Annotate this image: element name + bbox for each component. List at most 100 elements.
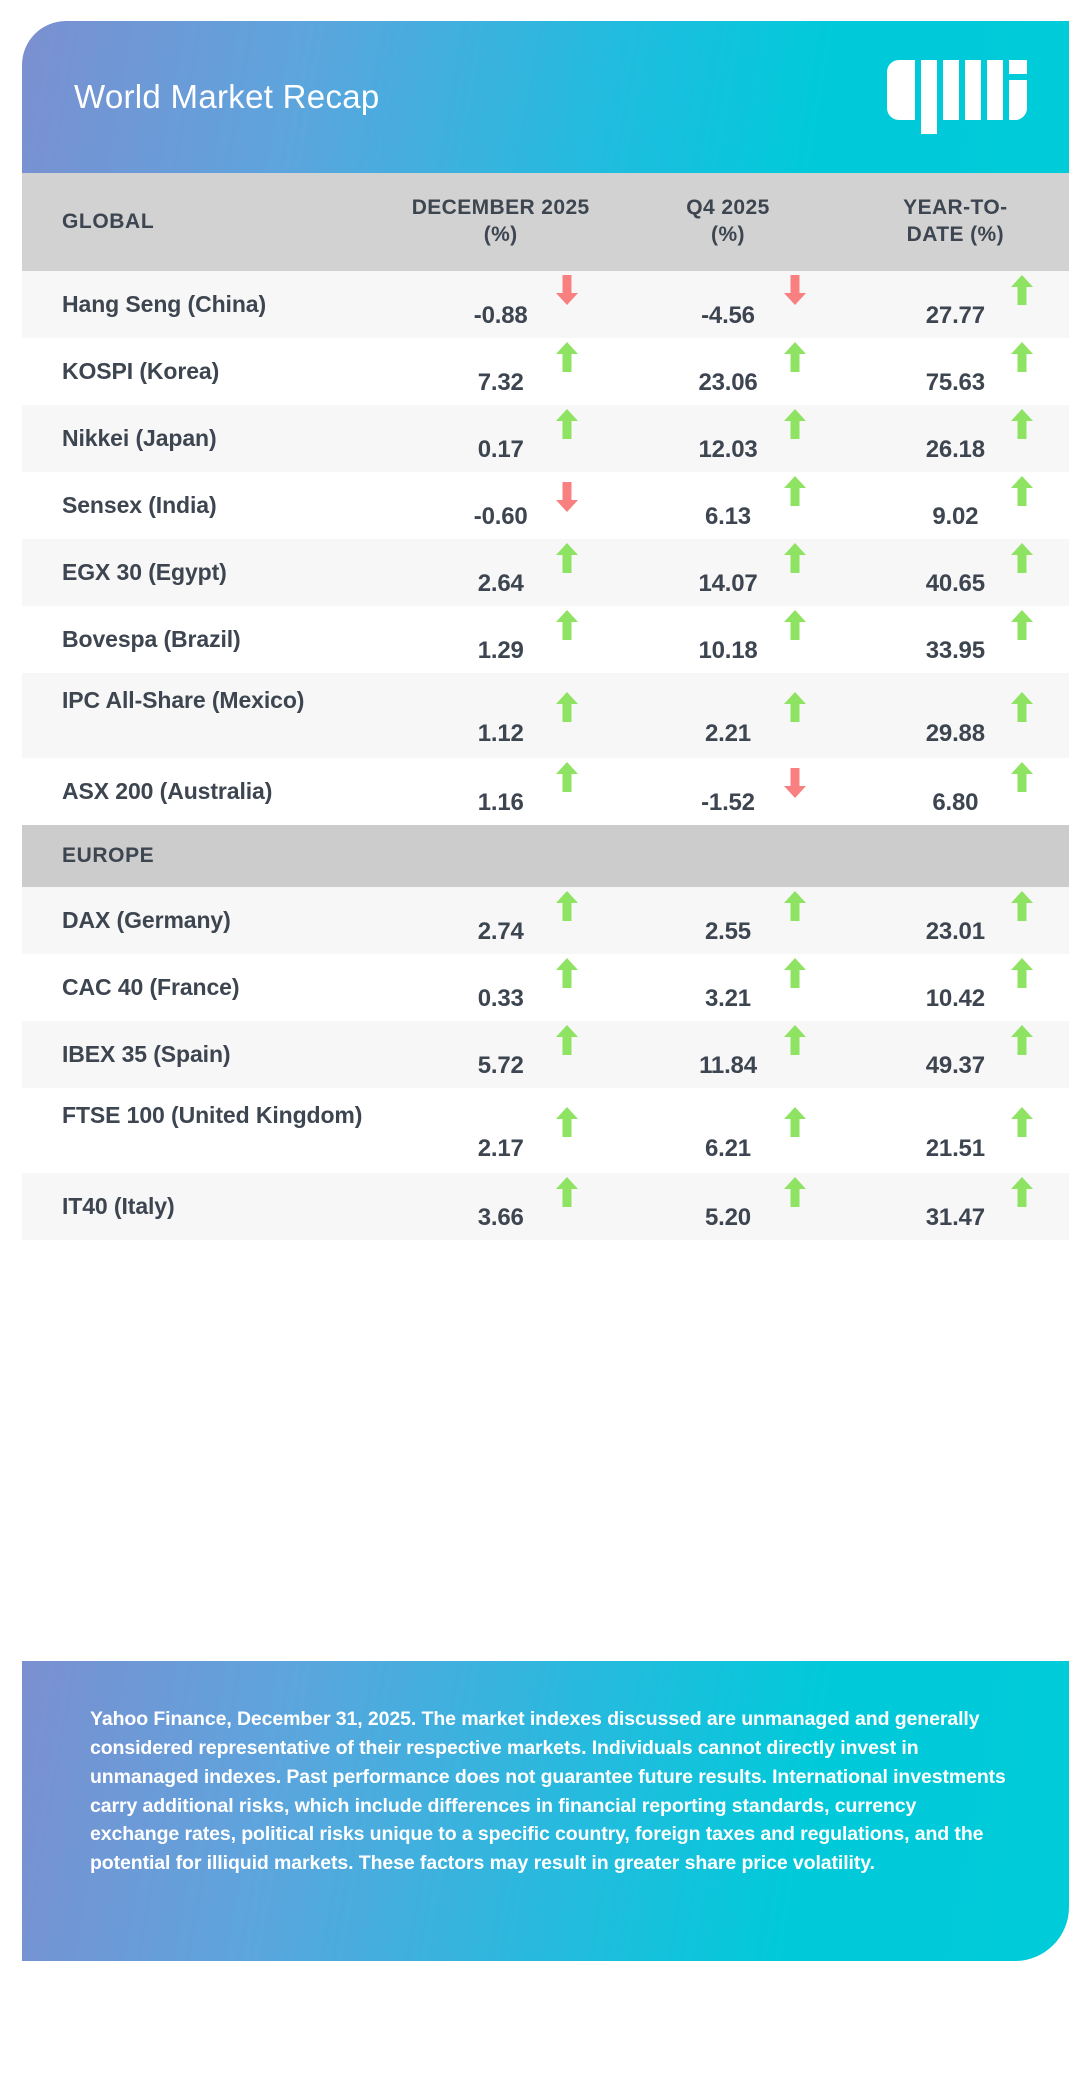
cell-q4: 14.07: [614, 539, 841, 606]
cell-q4-value: 6.13: [705, 502, 751, 530]
cell-december-value: -0.60: [473, 502, 528, 530]
cell-ytd-value: 23.01: [925, 917, 985, 945]
column-header-q4-label: Q4 2025: [686, 196, 770, 220]
cell-ytd-value: 40.65: [925, 569, 985, 597]
column-header-ytd-unit: DATE (%): [906, 223, 1004, 246]
cell-ytd: 40.65: [842, 539, 1069, 606]
cell-ytd-value: 27.77: [925, 301, 985, 329]
index-name: IBEX 35 (Spain): [62, 1040, 231, 1067]
cell-december-value: 3.66: [477, 1203, 524, 1231]
cell-december-value: 1.12: [477, 719, 524, 747]
cell-ytd: 29.88: [842, 673, 1069, 758]
cell-ytd-value: 75.63: [925, 368, 985, 396]
cell-q4-value: 6.21: [705, 1134, 751, 1162]
cell-ytd: 21.51: [842, 1088, 1069, 1173]
cell-december: -0.88: [387, 271, 614, 338]
cell-ytd-value: 6.80: [932, 788, 979, 816]
cell-december-value: 2.64: [477, 569, 524, 597]
arrow-up-icon: [556, 1176, 579, 1207]
cell-december-value: 2.17: [477, 1134, 524, 1162]
arrow-up-icon: [556, 341, 579, 372]
arrow-up-icon: [783, 957, 806, 988]
cell-q4: 10.18: [614, 606, 841, 673]
table-row: Hang Seng (China) -0.88 -4.56 27.77: [22, 271, 1069, 338]
cell-december-value: -0.88: [473, 301, 528, 329]
qmi-logo-icon: [885, 58, 1029, 136]
index-name: IPC All-Share (Mexico): [62, 687, 305, 713]
cell-december: 7.32: [387, 338, 614, 405]
column-header-ytd: YEAR-TO- DATE (%): [842, 173, 1069, 271]
cell-december: 3.66: [387, 1173, 614, 1240]
cell-december: 5.72: [387, 1021, 614, 1088]
arrow-up-icon: [1010, 408, 1033, 439]
page-title: World Market Recap: [74, 77, 380, 115]
arrow-up-icon: [556, 408, 579, 439]
section-row-europe: EUROPE: [22, 825, 1069, 887]
cell-december: 2.64: [387, 539, 614, 606]
arrow-up-icon: [1010, 274, 1033, 305]
cell-december-value: 5.72: [477, 1051, 524, 1079]
table-row: ASX 200 (Australia) 1.16 -1.52 6.80: [22, 758, 1069, 825]
section-row-spacer: [842, 825, 1069, 887]
arrow-up-icon: [783, 542, 806, 573]
arrow-up-icon: [783, 475, 806, 506]
arrow-up-icon: [556, 761, 579, 792]
arrow-down-icon: [556, 274, 579, 305]
arrow-up-icon: [556, 957, 579, 988]
arrow-up-icon: [1010, 890, 1033, 921]
column-header-q4: Q4 2025 (%): [614, 173, 841, 271]
arrow-up-icon: [1010, 1106, 1033, 1137]
cell-q4: 12.03: [614, 405, 841, 472]
cell-q4-value: -1.52: [701, 788, 755, 816]
cell-december: 2.17: [387, 1088, 614, 1173]
section-label: EUROPE: [62, 844, 155, 867]
index-name: Nikkei (Japan): [62, 424, 217, 451]
index-name: KOSPI (Korea): [62, 357, 220, 384]
index-name: Bovespa (Brazil): [62, 625, 241, 652]
cell-ytd: 75.63: [842, 338, 1069, 405]
index-name: CAC 40 (France): [62, 973, 240, 1000]
arrow-up-icon: [783, 890, 806, 921]
cell-december: 0.33: [387, 954, 614, 1021]
disclaimer-text: Yahoo Finance, December 31, 2025. The ma…: [90, 1708, 1006, 1875]
table-header-row: GLOBAL DECEMBER 2025 (%) Q4 2025 (%) YEA…: [22, 173, 1069, 271]
table-row: Nikkei (Japan) 0.17 12.03 26.18: [22, 405, 1069, 472]
cell-ytd: 33.95: [842, 606, 1069, 673]
table-row: DAX (Germany) 2.74 2.55 23.01: [22, 887, 1069, 954]
cell-december: 2.74: [387, 887, 614, 954]
arrow-up-icon: [1010, 691, 1033, 722]
cell-q4-value: 12.03: [698, 435, 758, 463]
section-row-spacer: [614, 825, 841, 887]
cell-q4: 6.21: [614, 1088, 841, 1173]
column-header-global: GLOBAL: [62, 210, 155, 233]
arrow-up-icon: [1010, 609, 1033, 640]
cell-ytd-value: 49.37: [925, 1051, 985, 1079]
arrow-up-icon: [783, 408, 806, 439]
cell-q4: 23.06: [614, 338, 841, 405]
cell-ytd: 10.42: [842, 954, 1069, 1021]
cell-ytd-value: 33.95: [925, 636, 985, 664]
cell-q4: 2.21: [614, 673, 841, 758]
cell-q4: -4.56: [614, 271, 841, 338]
column-header-ytd-label: YEAR-TO-: [903, 196, 1008, 220]
column-header-december: DECEMBER 2025 (%): [387, 173, 614, 271]
cell-december-value: 1.16: [477, 788, 524, 816]
arrow-up-icon: [556, 542, 579, 573]
arrow-up-icon: [1010, 542, 1033, 573]
cell-december: 0.17: [387, 405, 614, 472]
index-name: DAX (Germany): [62, 906, 231, 933]
index-name: Hang Seng (China): [62, 290, 267, 317]
arrow-up-icon: [783, 691, 806, 722]
cell-ytd: 6.80: [842, 758, 1069, 825]
arrow-up-icon: [783, 1176, 806, 1207]
cell-q4-value: -4.56: [701, 301, 755, 329]
cell-december-value: 1.29: [477, 636, 524, 664]
cell-q4: 2.55: [614, 887, 841, 954]
table-row: Bovespa (Brazil) 1.29 10.18 33.95: [22, 606, 1069, 673]
cell-ytd: 31.47: [842, 1173, 1069, 1240]
index-name: IT40 (Italy): [62, 1192, 175, 1219]
cell-q4-value: 11.84: [699, 1051, 757, 1079]
arrow-up-icon: [1010, 957, 1033, 988]
cell-ytd-value: 31.47: [925, 1203, 985, 1231]
